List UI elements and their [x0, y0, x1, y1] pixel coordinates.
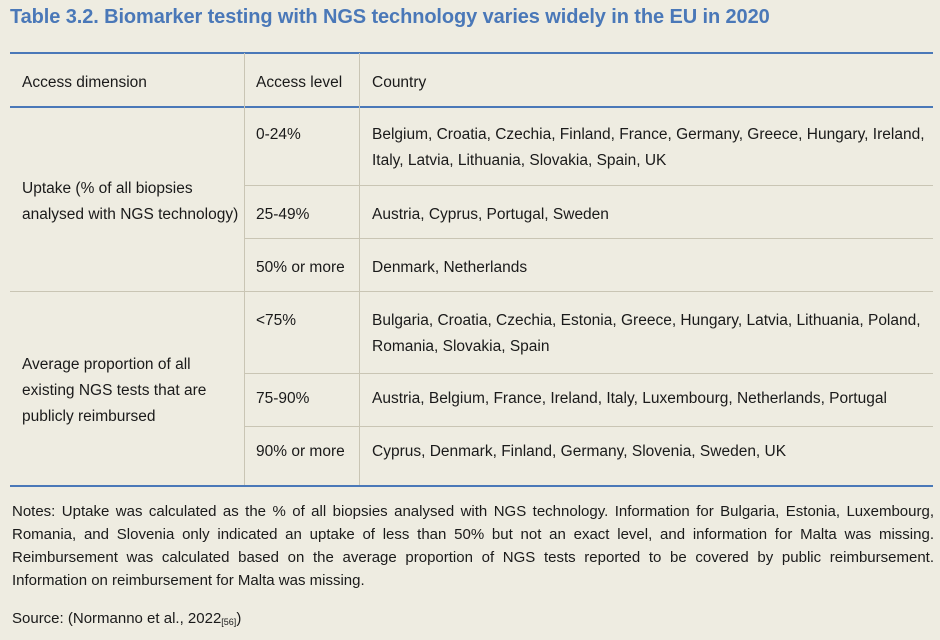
header-access-level: Access level: [256, 74, 343, 91]
country-list: Bulgaria, Croatia, Czechia, Estonia, Gre…: [372, 308, 921, 360]
access-level: 50% or more: [256, 259, 345, 276]
column-divider: [359, 53, 360, 485]
source-text: Source: (Normanno et al., 2022: [12, 610, 222, 627]
source-close: ): [236, 610, 242, 627]
country-line: Austria, Cyprus, Portugal, Sweden: [372, 206, 609, 223]
country-list: Denmark, Netherlands: [372, 255, 527, 281]
access-level: 75-90%: [256, 390, 310, 407]
country-list: Austria, Belgium, France, Ireland, Italy…: [372, 386, 887, 412]
table-notes: Notes: Uptake was calculated as the % of…: [12, 503, 934, 589]
country-line: Bulgaria, Croatia, Czechia, Estonia, Gre…: [372, 312, 921, 329]
table-header-rule: [10, 106, 933, 108]
country-list: Cyprus, Denmark, Finland, Germany, Slove…: [372, 439, 786, 465]
country-line: Cyprus, Denmark, Finland, Germany, Slove…: [372, 443, 787, 460]
row-divider: [245, 373, 933, 374]
dimension-line: Uptake (% of all biopsies: [22, 180, 193, 197]
dimension-uptake: Uptake (% of all biopsies analysed with …: [22, 176, 238, 228]
access-level: 0-24%: [256, 126, 301, 143]
column-divider: [244, 53, 245, 485]
access-level: <75%: [256, 312, 297, 329]
dimension-line: Average proportion of all: [22, 356, 191, 373]
table-source: Source: (Normanno et al., 2022[56]): [12, 608, 241, 633]
row-divider: [245, 185, 933, 186]
header-country: Country: [372, 74, 427, 91]
dimension-line: existing NGS tests that are: [22, 382, 207, 399]
country-line: Italy, Latvia, Lithuania, Slovakia, Spai…: [372, 152, 667, 169]
group-divider: [10, 291, 933, 292]
country-line: Belgium, Croatia, Czechia, Finland, Fran…: [372, 126, 925, 143]
dimension-reimbursement: Average proportion of all existing NGS t…: [22, 352, 206, 430]
access-level: 90% or more: [256, 443, 345, 460]
country-line: Denmark, Netherlands: [372, 259, 528, 276]
country-list: Austria, Cyprus, Portugal, Sweden: [372, 202, 609, 228]
country-line: Romania, Slovakia, Spain: [372, 338, 550, 355]
country-line: Austria, Belgium, France, Ireland, Italy…: [372, 390, 887, 407]
dimension-line: publicly reimbursed: [22, 408, 156, 425]
access-level: 25-49%: [256, 206, 310, 223]
source-reference: [56]: [221, 617, 237, 627]
dimension-line: analysed with NGS technology): [22, 206, 239, 223]
row-divider: [245, 426, 933, 427]
table-bottom-rule: [10, 485, 933, 487]
country-list: Belgium, Croatia, Czechia, Finland, Fran…: [372, 122, 925, 174]
header-access-dimension: Access dimension: [22, 74, 147, 91]
table-top-rule: [10, 52, 933, 54]
row-divider: [245, 238, 933, 239]
table-title: Table 3.2. Biomarker testing with NGS te…: [10, 6, 770, 28]
